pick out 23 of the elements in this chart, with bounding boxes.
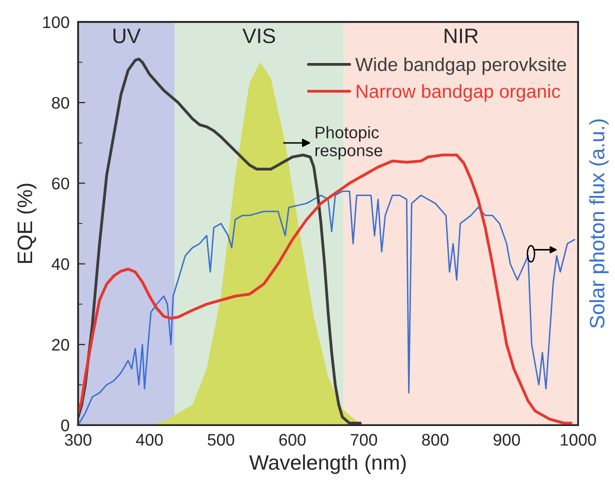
band-label: NIR: [444, 28, 478, 44]
x-tick-label: 300: [64, 434, 92, 446]
y-tick-label: 20: [52, 338, 70, 351]
legend-label: Wide bandgap perovksite: [355, 57, 566, 75]
x-tick-label: 1000: [560, 434, 596, 446]
x-tick-label: 800: [422, 434, 448, 446]
x-tick-label: 400: [136, 434, 163, 446]
x-tick-label: 500: [208, 434, 234, 446]
x-axis-title: Wavelength (nm): [249, 454, 406, 474]
y-tick-label: 0: [61, 420, 70, 432]
y-axis-title: EQE (%): [16, 184, 36, 263]
y-tick-label: 40: [52, 258, 70, 270]
y2-axis-title: Solar photon flux (a.u.): [589, 119, 609, 328]
x-tick-label: 900: [494, 434, 520, 446]
x-tick-label: 600: [279, 434, 306, 446]
y-tick-label: 80: [52, 96, 70, 109]
y-tick-label: 60: [52, 178, 70, 190]
band-label: UV: [113, 28, 141, 44]
band-label: VIS: [242, 28, 276, 44]
annotation: Photopic response: [315, 126, 382, 160]
legend-label: Narrow bandgap organic: [356, 84, 560, 102]
y-tick-label: 100: [43, 16, 70, 28]
x-tick-label: 700: [350, 434, 378, 446]
